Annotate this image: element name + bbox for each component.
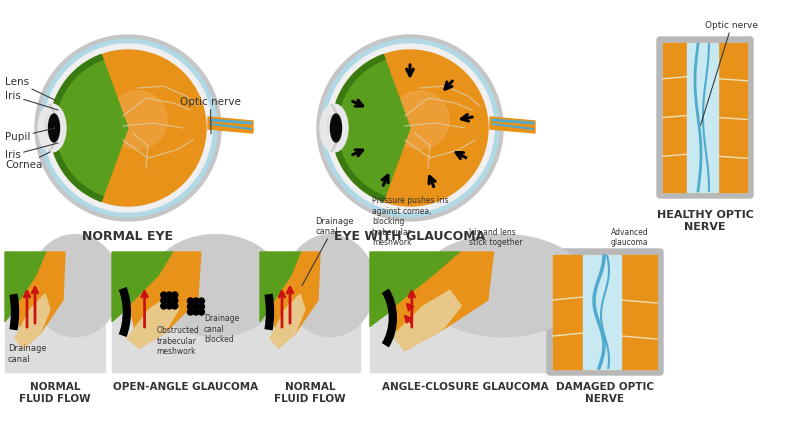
Circle shape — [198, 303, 205, 310]
Text: Pressure pushes iris
against cornea,
blocking
trabecular
meshwork: Pressure pushes iris against cornea, blo… — [372, 196, 449, 247]
FancyBboxPatch shape — [547, 249, 663, 375]
Text: Optic nerve: Optic nerve — [701, 21, 758, 125]
Ellipse shape — [30, 235, 120, 337]
Circle shape — [332, 50, 488, 206]
Text: Obstructed
trabecular
meshwork: Obstructed trabecular meshwork — [157, 326, 199, 356]
Wedge shape — [50, 55, 128, 201]
Ellipse shape — [38, 104, 66, 152]
FancyBboxPatch shape — [5, 252, 105, 372]
Text: Iris: Iris — [5, 143, 58, 160]
Ellipse shape — [285, 235, 375, 337]
Circle shape — [193, 298, 199, 304]
Circle shape — [166, 303, 172, 309]
Ellipse shape — [330, 114, 342, 142]
Polygon shape — [270, 294, 305, 348]
Polygon shape — [126, 294, 178, 348]
Circle shape — [166, 292, 172, 298]
Polygon shape — [112, 252, 174, 322]
FancyBboxPatch shape — [260, 252, 360, 372]
Polygon shape — [130, 252, 201, 348]
Text: Pupil: Pupil — [5, 128, 55, 142]
Circle shape — [44, 44, 212, 212]
Ellipse shape — [418, 235, 589, 337]
Polygon shape — [370, 252, 461, 326]
Ellipse shape — [49, 114, 59, 142]
Circle shape — [391, 91, 449, 149]
Circle shape — [172, 303, 178, 309]
Circle shape — [193, 303, 199, 310]
FancyBboxPatch shape — [663, 43, 747, 192]
FancyBboxPatch shape — [663, 43, 747, 192]
Text: Iris: Iris — [5, 91, 58, 110]
Wedge shape — [50, 55, 103, 201]
Circle shape — [326, 44, 494, 212]
Wedge shape — [332, 55, 385, 201]
Circle shape — [198, 309, 205, 315]
FancyBboxPatch shape — [687, 43, 718, 192]
Circle shape — [161, 297, 167, 303]
Text: ANGLE-CLOSURE GLAUCOMA: ANGLE-CLOSURE GLAUCOMA — [382, 382, 548, 392]
Polygon shape — [260, 252, 302, 322]
FancyBboxPatch shape — [553, 255, 657, 369]
Text: Optic nerve: Optic nerve — [180, 97, 241, 134]
Polygon shape — [15, 294, 50, 348]
Text: DAMAGED OPTIC
NERVE: DAMAGED OPTIC NERVE — [556, 382, 654, 404]
FancyBboxPatch shape — [583, 255, 621, 369]
Polygon shape — [208, 117, 253, 133]
Ellipse shape — [45, 114, 58, 136]
Circle shape — [187, 303, 194, 310]
FancyBboxPatch shape — [370, 252, 560, 372]
Polygon shape — [490, 117, 535, 133]
Text: Advanced
glaucoma: Advanced glaucoma — [610, 227, 648, 247]
Text: Lens: Lens — [5, 77, 55, 100]
Text: Drainage
canal: Drainage canal — [8, 344, 46, 363]
Polygon shape — [393, 290, 461, 351]
Text: EYE WITH GLAUCOMA: EYE WITH GLAUCOMA — [334, 230, 486, 243]
Circle shape — [172, 292, 178, 298]
Circle shape — [39, 39, 217, 217]
Circle shape — [317, 35, 503, 221]
Circle shape — [198, 298, 205, 304]
Polygon shape — [5, 252, 47, 322]
Text: NORMAL
FLUID FLOW: NORMAL FLUID FLOW — [274, 382, 346, 404]
Circle shape — [321, 39, 499, 217]
Ellipse shape — [149, 235, 282, 337]
Text: NORMAL
FLUID FLOW: NORMAL FLUID FLOW — [19, 382, 91, 404]
FancyBboxPatch shape — [112, 252, 260, 372]
Circle shape — [172, 297, 178, 303]
Circle shape — [109, 91, 167, 149]
Circle shape — [166, 297, 172, 303]
Circle shape — [161, 292, 167, 298]
Circle shape — [193, 309, 199, 315]
Wedge shape — [332, 55, 410, 201]
Circle shape — [50, 50, 206, 206]
Polygon shape — [389, 252, 494, 351]
Text: Cornea: Cornea — [5, 152, 50, 170]
Text: Drainage
canal
blocked: Drainage canal blocked — [204, 314, 239, 344]
FancyBboxPatch shape — [657, 37, 753, 198]
Text: NORMAL EYE: NORMAL EYE — [82, 230, 174, 243]
Polygon shape — [272, 252, 320, 348]
Circle shape — [35, 35, 221, 221]
Ellipse shape — [326, 114, 339, 136]
Text: HEALTHY OPTIC
NERVE: HEALTHY OPTIC NERVE — [657, 210, 754, 231]
Text: Iris and lens
stick together: Iris and lens stick together — [469, 227, 522, 247]
Text: Drainage
canal: Drainage canal — [302, 217, 354, 285]
Circle shape — [161, 303, 167, 309]
Polygon shape — [17, 252, 65, 348]
FancyBboxPatch shape — [553, 255, 657, 369]
Circle shape — [187, 309, 194, 315]
Circle shape — [187, 298, 194, 304]
Ellipse shape — [320, 104, 348, 152]
Text: OPEN-ANGLE GLAUCOMA: OPEN-ANGLE GLAUCOMA — [114, 382, 258, 392]
